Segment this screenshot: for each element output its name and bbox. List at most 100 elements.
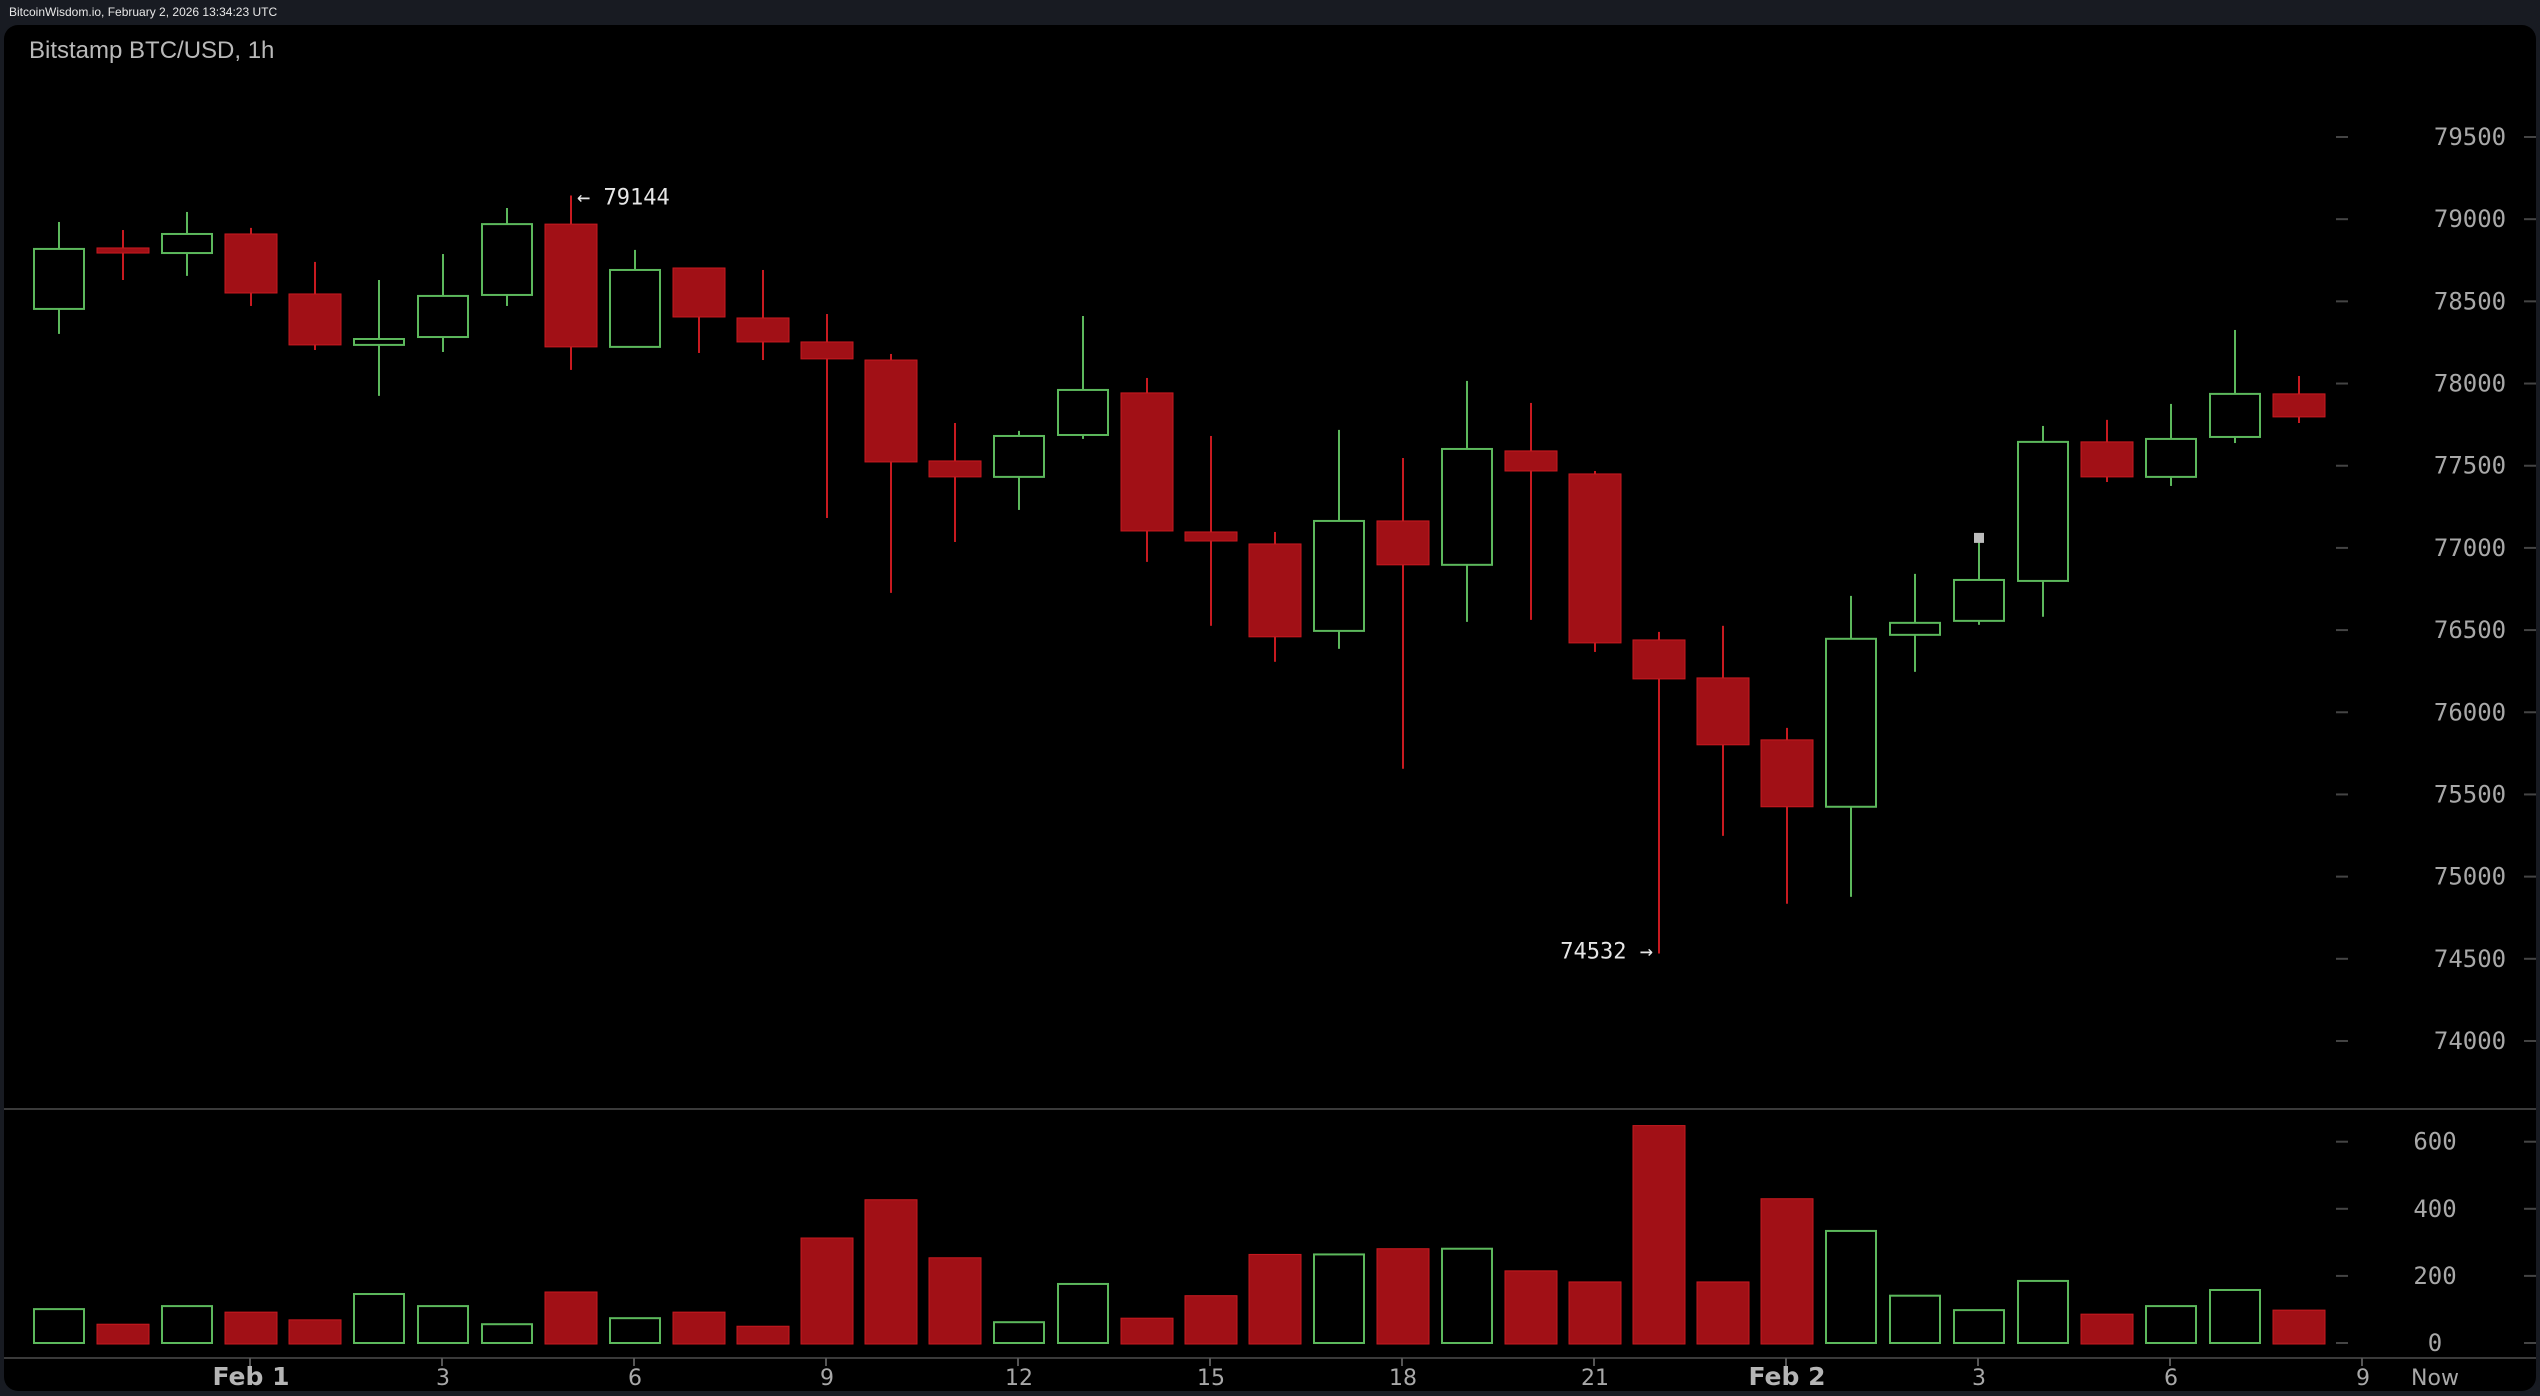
candle-body-up[interactable] <box>161 232 213 255</box>
candle-body-down[interactable] <box>1568 473 1622 644</box>
volume-tick-label: 0 <box>2428 1329 2442 1357</box>
candle-body-down[interactable] <box>1632 639 1686 680</box>
volume-bar-down <box>224 1311 278 1345</box>
candle-body-down[interactable] <box>2080 441 2134 478</box>
x-tick-label: 9 <box>2356 1366 2370 1391</box>
volume-bar-down <box>1248 1253 1302 1345</box>
volume-bar-down <box>1376 1248 1430 1345</box>
x-tick-label: 12 <box>1005 1366 1033 1391</box>
volume-bar-down <box>1568 1281 1622 1345</box>
price-tick-label: 74000 <box>2434 1027 2506 1055</box>
candle-body-up[interactable] <box>2017 440 2069 582</box>
volume-bar-down <box>1504 1270 1558 1345</box>
candlestick-chart[interactable]: 79500 79000 78500 78000 77500 77000 76500 76000… <box>4 25 2536 1391</box>
price-tick-label: 77000 <box>2434 534 2506 562</box>
x-tick-label: 3 <box>436 1366 450 1391</box>
x-tick-label: 6 <box>628 1366 642 1391</box>
candle-body-down[interactable] <box>928 460 982 478</box>
volume-bar-up <box>609 1317 661 1344</box>
candle-body-up[interactable] <box>33 247 85 310</box>
volume-bar-down <box>736 1325 790 1345</box>
top-bar: BitcoinWisdom.io, February 2, 2026 13:34… <box>0 0 2540 25</box>
volume-bar-down <box>2272 1309 2326 1345</box>
x-tick-label: Feb 2 <box>1748 1362 1825 1391</box>
volume-bar-down <box>672 1311 726 1345</box>
candle-body-up[interactable] <box>417 294 469 339</box>
volume-bar-up <box>33 1308 85 1345</box>
candle-body-up[interactable] <box>2209 392 2261 438</box>
candle-body-down[interactable] <box>1184 531 1238 542</box>
volume-bar-up <box>161 1305 213 1344</box>
candle-body-down[interactable] <box>1696 677 1750 746</box>
price-tick-label: 78000 <box>2434 370 2506 398</box>
volume-bar-down <box>544 1291 598 1345</box>
x-tick-label: 21 <box>1581 1366 1609 1391</box>
volume-bar-down <box>800 1237 854 1345</box>
volume-bar-up <box>1313 1253 1365 1344</box>
x-tick-label: Feb 1 <box>212 1362 289 1391</box>
x-tick-label: 3 <box>1972 1366 1986 1391</box>
candle-body-down[interactable] <box>1504 450 1558 472</box>
candle-body-down[interactable] <box>1376 520 1430 566</box>
volume-bar-down <box>1632 1125 1686 1345</box>
candle-body-down[interactable] <box>800 341 854 360</box>
price-tick-label: 74500 <box>2434 945 2506 973</box>
low-price-annotation: 74532 → <box>1560 940 1653 965</box>
volume-bar-up <box>993 1321 1045 1344</box>
price-tick-label: 76000 <box>2434 698 2506 726</box>
candle-body-up[interactable] <box>2145 437 2197 478</box>
candle-body-down[interactable] <box>736 317 790 343</box>
volume-bar-up <box>2209 1288 2261 1344</box>
candle-body-down[interactable] <box>544 223 598 348</box>
candle-body-up[interactable] <box>481 223 533 296</box>
candle-body-up[interactable] <box>1441 447 1493 566</box>
volume-bar-up <box>1825 1229 1877 1344</box>
volume-tick-label: 600 <box>2413 1128 2456 1156</box>
volume-bar-down <box>928 1257 982 1345</box>
volume-bar-up <box>481 1323 533 1345</box>
volume-bar-up <box>1889 1294 1941 1344</box>
candle-body-up[interactable] <box>1313 519 1365 632</box>
volume-bar-up <box>1441 1247 1493 1344</box>
candle-body-down[interactable] <box>2272 393 2326 418</box>
volume-bar-down <box>1696 1281 1750 1345</box>
x-tick-label: 18 <box>1389 1366 1417 1391</box>
volume-bar-up <box>1057 1282 1109 1345</box>
volume-bar-down <box>96 1323 150 1345</box>
price-tick-label: 75000 <box>2434 863 2506 891</box>
candle-body-down[interactable] <box>96 247 150 254</box>
volume-bar-up <box>1953 1309 2005 1344</box>
chart-title: Bitstamp BTC/USD, 1h <box>29 37 275 64</box>
price-tick-label: 78500 <box>2434 287 2506 315</box>
candle-body-up[interactable] <box>1825 637 1877 808</box>
x-tick-label: Now <box>2411 1366 2459 1391</box>
price-tick-label: 76500 <box>2434 616 2506 644</box>
volume-tick-label: 200 <box>2413 1262 2456 1290</box>
candle-body-down[interactable] <box>1248 543 1302 638</box>
candle-body-up[interactable] <box>1889 621 1941 636</box>
x-tick-label: 15 <box>1197 1366 1225 1391</box>
candle-body-down[interactable] <box>1760 739 1814 808</box>
candle-body-down[interactable] <box>864 359 918 463</box>
price-tick-label: 77500 <box>2434 452 2506 480</box>
candle-body-down[interactable] <box>288 293 342 346</box>
candle-body-up[interactable] <box>993 434 1045 478</box>
volume-bar-down <box>864 1199 918 1345</box>
volume-bar-down <box>2080 1313 2134 1345</box>
candle-body-up[interactable] <box>609 268 661 348</box>
candle-body-up[interactable] <box>1057 388 1109 436</box>
volume-bar-up <box>353 1293 405 1344</box>
volume-bar-up <box>417 1305 469 1344</box>
volume-bar-down <box>1120 1317 1174 1345</box>
source-timestamp: BitcoinWisdom.io, February 2, 2026 13:34… <box>9 5 278 19</box>
x-tick-label: 9 <box>820 1366 834 1391</box>
price-tick-label: 79000 <box>2434 205 2506 233</box>
candle-body-up[interactable] <box>353 337 405 346</box>
volume-bar-down <box>1760 1198 1814 1345</box>
candle-body-down[interactable] <box>672 267 726 318</box>
candle-body-down[interactable] <box>1120 392 1174 532</box>
volume-tick-label: 400 <box>2413 1195 2456 1223</box>
x-tick-label: 6 <box>2164 1366 2178 1391</box>
candle-body-down[interactable] <box>224 233 278 294</box>
candle-body-up[interactable] <box>1953 578 2005 622</box>
